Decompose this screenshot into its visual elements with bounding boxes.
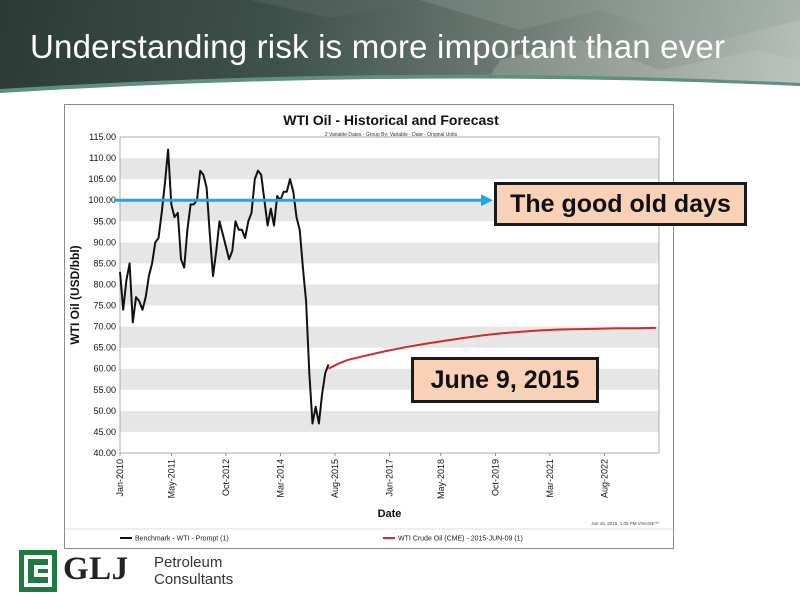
y-tick-label: 85.00 xyxy=(93,258,116,268)
grid-band xyxy=(120,410,659,432)
y-tick-label: 50.00 xyxy=(93,406,116,416)
y-tick-label: 65.00 xyxy=(93,343,116,353)
y-tick-label: 75.00 xyxy=(93,301,116,311)
x-tick-label: Oct-2012 xyxy=(221,459,231,496)
grid-band xyxy=(120,431,659,453)
banner-swoosh xyxy=(0,74,800,102)
chart-title: WTI Oil - Historical and Forecast xyxy=(283,112,499,128)
reference-arrow-head xyxy=(481,194,493,207)
grid-band xyxy=(120,284,659,306)
x-tick-label: Mar-2021 xyxy=(545,459,555,498)
grid-band xyxy=(120,221,659,243)
y-tick-label: 45.00 xyxy=(93,427,116,437)
x-tick-label: Jan-2010 xyxy=(115,459,125,497)
grid-band xyxy=(120,242,659,264)
y-tick-label: 115.00 xyxy=(89,132,116,142)
logo-name: GLJ xyxy=(63,551,129,587)
callout-good-old-days: The good old days xyxy=(494,182,747,226)
y-axis-label: WTI Oil (USD/bbl) xyxy=(68,245,82,344)
series-line-forecast xyxy=(328,326,656,370)
x-tick-label: Oct-2019 xyxy=(490,459,500,496)
x-tick-label: Aug-2022 xyxy=(599,459,609,498)
y-tick-label: 55.00 xyxy=(93,385,116,395)
x-tick-label: May-2018 xyxy=(436,459,446,499)
y-tick-label: 60.00 xyxy=(93,364,116,374)
y-tick-label: 110.00 xyxy=(89,153,116,163)
legend-label: WTI Crude Oil (CME) - 2015-JUN-09 (1) xyxy=(398,536,523,543)
chart-frame: WTI Oil - Historical and Forecast 2 Vari… xyxy=(64,104,675,549)
company-logo: GLJ Petroleum Consultants xyxy=(18,549,298,595)
chart-subtitle: 2 Variable Dates - Group By: Variable - … xyxy=(325,132,458,138)
x-tick-label: Aug-2015 xyxy=(330,459,340,498)
x-tick-label: May-2011 xyxy=(166,459,176,498)
grid-band xyxy=(120,158,659,180)
glj-logo-mark-icon xyxy=(19,550,57,592)
chart: WTI Oil - Historical and Forecast 2 Vari… xyxy=(65,112,675,543)
legend-label: Benchmark - WTI - Prompt (1) xyxy=(135,536,229,543)
grid-band xyxy=(120,137,659,159)
logo-subtitle: Petroleum Consultants xyxy=(154,554,233,588)
legend: Benchmark - WTI - Prompt (1) WTI Crude Oi… xyxy=(65,528,675,543)
y-axis: 40.00 45.00 50.00 55.00 60.00 65.00 70.00 75.00… xyxy=(88,132,116,458)
y-tick-label: 100.00 xyxy=(88,195,116,205)
x-axis: Jan-2010 May-2011 Oct-2012 Mar-2014 Aug-2015… xyxy=(115,453,609,499)
grid-band xyxy=(120,263,659,285)
chart-footnote: Jun 16, 2015, 1:05 PM VISAGE™ xyxy=(591,521,659,526)
y-tick-label: 90.00 xyxy=(93,237,116,247)
y-tick-label: 40.00 xyxy=(93,448,116,458)
y-tick-label: 70.00 xyxy=(93,322,116,332)
logo-line-1: Petroleum xyxy=(154,554,223,571)
slide-title: Understanding risk is more important tha… xyxy=(30,28,726,65)
series-line-historical xyxy=(119,148,330,425)
y-tick-label: 95.00 xyxy=(93,216,116,226)
y-tick-label: 105.00 xyxy=(88,174,116,184)
logo-line-2: Consultants xyxy=(154,571,234,588)
y-tick-label: 80.00 xyxy=(93,279,116,289)
grid-band xyxy=(120,305,659,327)
callout-date: June 9, 2015 xyxy=(411,357,599,403)
x-tick-label: Jan-2017 xyxy=(385,459,395,497)
x-axis-label: Date xyxy=(378,508,402,520)
x-tick-label: Mar-2014 xyxy=(275,459,285,498)
